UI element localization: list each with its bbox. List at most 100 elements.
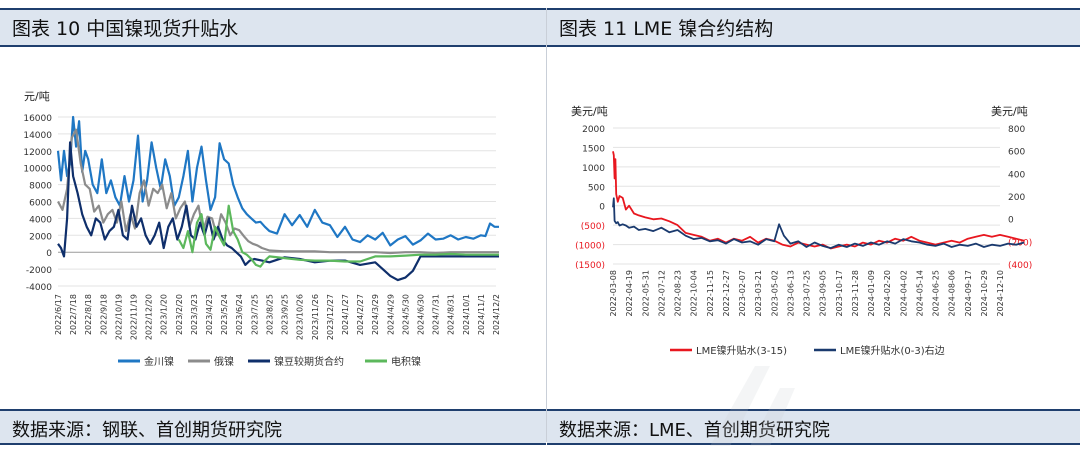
x-tick-label: 2022-12-27	[722, 270, 731, 317]
legend-label: 金川镍	[144, 355, 174, 368]
x-tick-label: 2022/12/20	[145, 294, 154, 340]
left-panel-footer: 数据来源：钢联、首创期货研究院	[0, 409, 546, 445]
x-tick-label: 2023-11-28	[851, 270, 860, 317]
x-tick-label: 2024-06-25	[932, 270, 941, 317]
y-tick-label-right: 200	[1008, 193, 1025, 203]
series-line	[612, 197, 1025, 249]
right-panel-header: 图表 11 LME 镍合约结构	[547, 8, 1080, 47]
x-tick-label: 2022/10/19	[114, 294, 123, 340]
y-tick-label: (500)	[581, 222, 605, 232]
right-chart-title: 图表 11 LME 镍合约结构	[559, 18, 774, 40]
right-panel-footer: 数据来源：LME、首创期货研究院	[547, 409, 1080, 445]
x-tick-label: 2024/1/27	[341, 294, 350, 335]
y-tick-label: -4000	[26, 283, 52, 293]
panel-divider	[546, 8, 547, 442]
series-line	[177, 204, 499, 268]
x-tick-label: 2023/1/20	[160, 294, 169, 335]
x-tick-label: 2022-04-19	[625, 270, 634, 317]
lme-nickel-structure-chart: 美元/吨 美元/吨 (1500) (1000) (500) 0 500 1000 1500 200…	[571, 105, 1032, 357]
x-tick-label: 2023/3/23	[190, 294, 199, 335]
x-tick-label: 2023/5/24	[220, 294, 229, 335]
x-tick-label: 2024/10/1	[462, 294, 471, 335]
legend-label: 电积镍	[391, 355, 421, 368]
x-tick-label: 2022-11-15	[706, 270, 715, 317]
x-tick-label: 2023-07-25	[803, 270, 812, 317]
y-tick-label: 1000	[582, 164, 605, 174]
x-tick-label: 2023/8/25	[265, 294, 274, 335]
left-source-note: 数据来源：钢联、首创期货研究院	[12, 420, 282, 441]
y-tick-label: 6000	[29, 199, 52, 209]
y-tick-label-right: (400)	[1008, 261, 1032, 271]
x-tick-label: 2023/11/26	[311, 294, 320, 340]
x-tick-label: 2024/4/29	[386, 294, 395, 335]
y-tick-label: (1500)	[575, 261, 605, 271]
x-tick-label: 2023-09-05	[819, 270, 828, 317]
y-tick-label: 16000	[23, 114, 52, 124]
legend-label: LME镍升贴水(3-15)	[696, 344, 787, 357]
x-tick-label: 2023-10-17	[835, 270, 844, 317]
y-tick-label: 2000	[582, 125, 605, 135]
series-line	[57, 141, 499, 282]
x-tick-label: 2023/9/25	[281, 294, 290, 335]
x-tick-label: 2024/7/31	[432, 294, 441, 335]
y-axis-label: 元/吨	[24, 90, 50, 103]
series-line	[57, 128, 499, 255]
left-panel: 图表 10 中国镍现货升贴水 元/吨 -4000 -2000 0 2000 4000 600…	[0, 8, 546, 445]
x-tick-label: 2022/8/18	[84, 294, 93, 335]
x-tick-label: 2022/7/18	[69, 294, 78, 335]
y-tick-label: 10000	[23, 165, 52, 175]
y-tick-label: 8000	[29, 182, 52, 192]
x-tick-label: 2024-09-17	[964, 270, 973, 317]
x-tick-label: 2022-08-23	[674, 270, 683, 317]
watermark-logo	[710, 366, 795, 446]
x-tick-label: 2023/4/23	[205, 294, 214, 335]
x-tick-label: 2023/7/25	[250, 294, 259, 335]
x-tick-label: 2024-01-09	[867, 270, 876, 317]
y-tick-label-right: 800	[1008, 125, 1025, 135]
x-tick-label: 2022-10-04	[690, 270, 699, 317]
x-tick-label: 2023/6/24	[235, 294, 244, 335]
y-tick-label-right: 600	[1008, 148, 1025, 158]
left-chart-title: 图表 10 中国镍现货升贴水	[12, 18, 239, 40]
x-tick-label: 2022-03-08	[609, 270, 618, 317]
x-tick-label: 2024-05-14	[915, 270, 924, 317]
x-tick-label: 2024-02-20	[883, 270, 892, 317]
x-tick-label: 2023/2/20	[175, 294, 184, 335]
x-tick-label: 2023/10/26	[296, 294, 305, 340]
x-tick-label: 2024-04-02	[899, 270, 908, 317]
x-tick-label: 2024-08-06	[948, 270, 957, 317]
legend-label: LME镍升贴水(0-3)右边	[840, 344, 945, 357]
series-line	[56, 115, 499, 247]
legend-label: 镍豆较期货合约	[274, 355, 344, 368]
x-tick-label: 2023-06-13	[786, 270, 795, 317]
legend-label: 俄镍	[214, 355, 234, 368]
y-tick-label: 0	[46, 249, 52, 259]
y-tick-label: (1000)	[575, 242, 605, 252]
y-tick-label: -2000	[26, 266, 52, 276]
y-axis-label: 美元/吨	[571, 105, 608, 118]
y-tick-label: 12000	[23, 148, 52, 158]
x-tick-label: 2024/12/2	[492, 294, 501, 335]
x-tick-label: 2022/9/18	[99, 294, 108, 335]
y-tick-label: 14000	[23, 131, 52, 141]
y-axis-label-right: 美元/吨	[991, 105, 1028, 118]
x-tick-label: 2024/2/27	[356, 294, 365, 335]
x-tick-label: 2024/5/30	[401, 294, 410, 335]
x-tick-label: 2022-05-31	[641, 270, 650, 317]
y-tick-label: 1500	[582, 144, 605, 154]
right-panel: 图表 11 LME 镍合约结构 美元/吨 美元/吨 (1500) (1000) (500…	[547, 0, 1080, 453]
x-tick-label: 2023-05-02	[770, 270, 779, 317]
y-tick-label-right: 0	[1008, 216, 1014, 226]
nickel-spot-premium-chart: 元/吨 -4000 -2000 0 2000 4000 6000 8000 10000 12000…	[23, 90, 501, 368]
x-tick-label: 2022/6/17	[54, 294, 63, 335]
x-tick-label: 2024/11/1	[477, 294, 486, 335]
x-tick-label: 2023-03-21	[754, 270, 763, 317]
x-tick-label: 2024-12-10	[996, 270, 1005, 317]
x-tick-label: 2024/8/31	[447, 294, 456, 335]
right-source-note: 数据来源：LME、首创期货研究院	[559, 420, 830, 441]
y-tick-label: 4000	[29, 215, 52, 225]
series-line	[612, 151, 1025, 250]
y-tick-label: 500	[588, 183, 605, 193]
left-panel-header: 图表 10 中国镍现货升贴水	[0, 8, 546, 47]
x-tick-label: 2024/3/29	[371, 294, 380, 335]
